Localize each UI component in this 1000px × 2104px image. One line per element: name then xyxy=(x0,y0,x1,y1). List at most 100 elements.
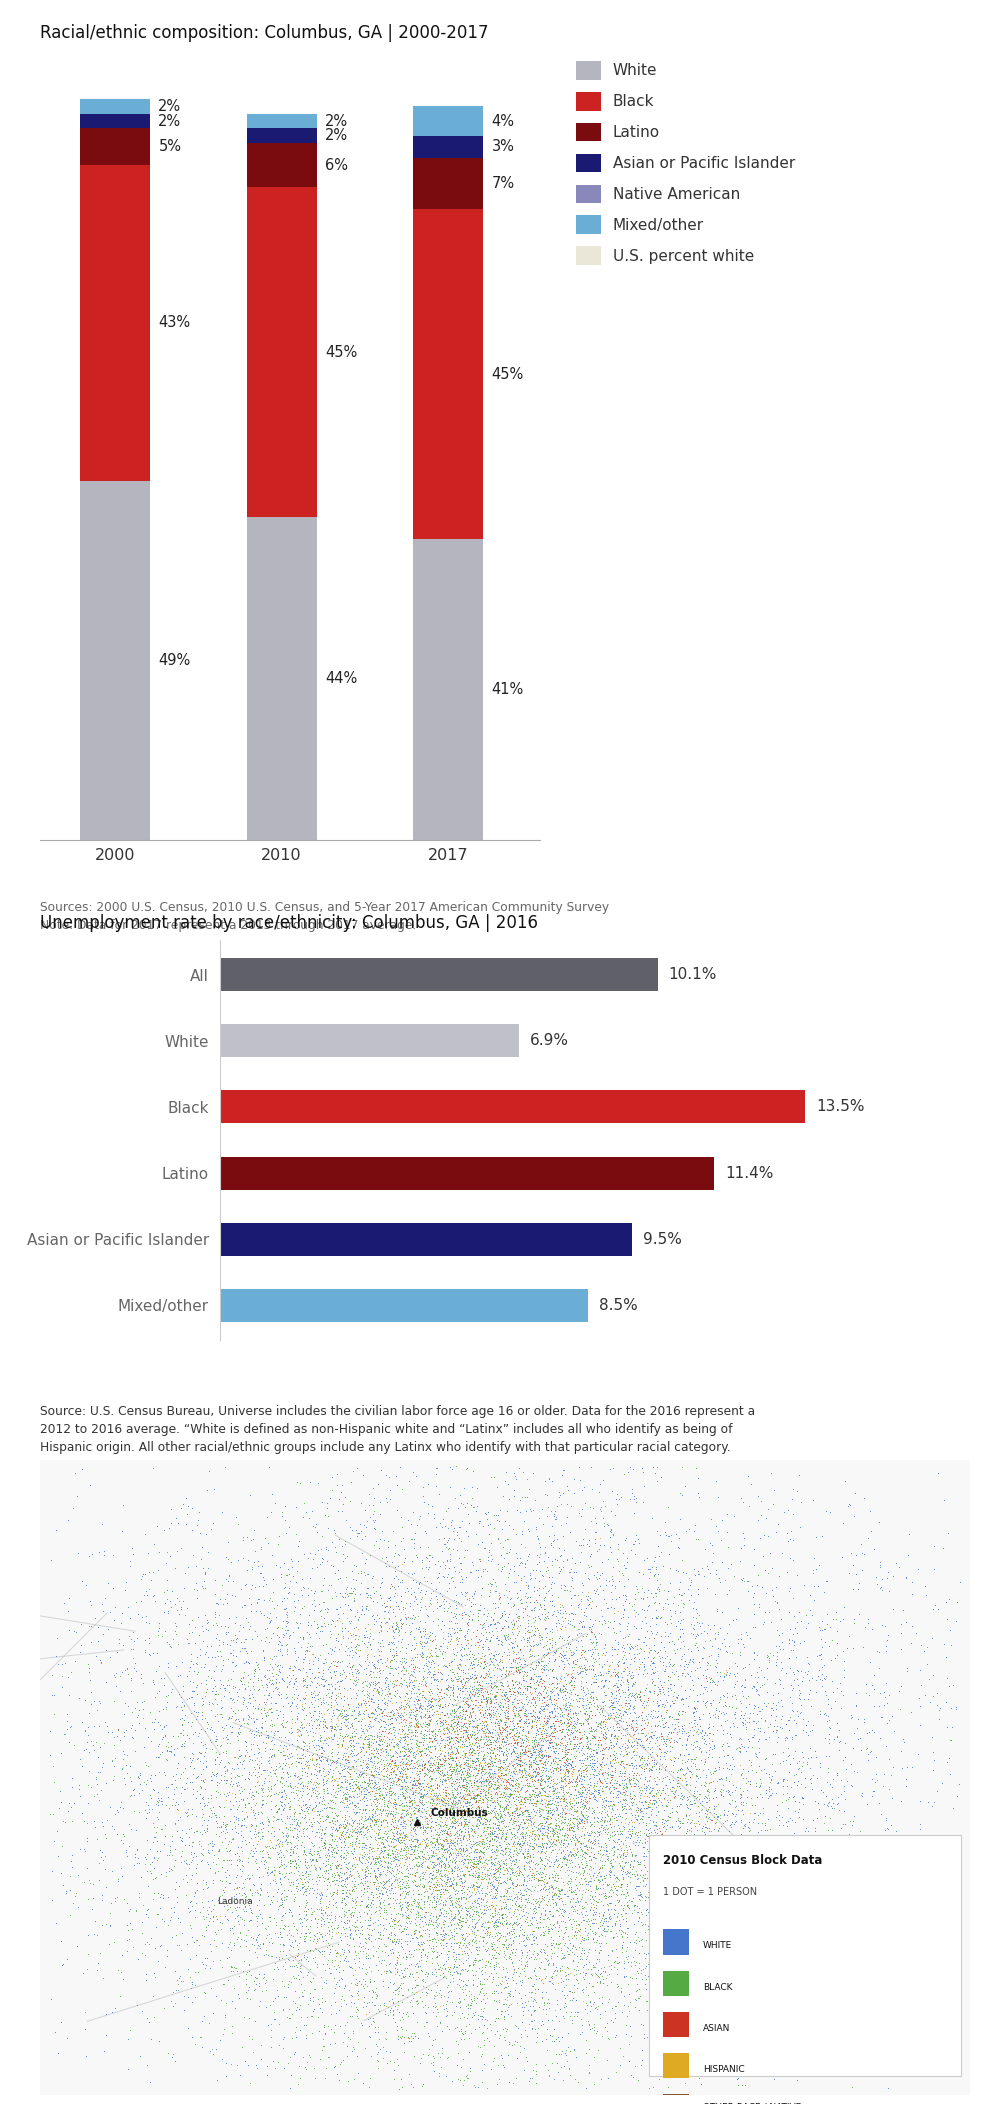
Point xyxy=(212,1662,228,1696)
Point xyxy=(737,1900,753,1934)
Point xyxy=(341,1767,357,1801)
Point xyxy=(475,1740,491,1774)
Point xyxy=(111,1622,127,1656)
Point xyxy=(651,1753,667,1786)
Point xyxy=(185,1538,201,1572)
Point xyxy=(702,1885,718,1919)
Point xyxy=(569,1896,585,1929)
Point xyxy=(427,1618,443,1652)
Point xyxy=(690,1660,706,1694)
Point xyxy=(469,1938,485,1971)
Point xyxy=(498,1847,514,1881)
Point xyxy=(249,1586,265,1620)
Point xyxy=(337,1660,353,1694)
Point xyxy=(661,1645,677,1679)
Point xyxy=(507,1822,523,1856)
Point xyxy=(146,1957,162,1990)
Point xyxy=(512,1633,528,1666)
Point xyxy=(266,1858,282,1891)
Point xyxy=(245,1664,261,1698)
Point xyxy=(607,1887,623,1921)
Point xyxy=(643,1816,659,1849)
Point xyxy=(510,1603,526,1637)
Point xyxy=(563,1559,579,1593)
Point xyxy=(727,1799,743,1833)
Point xyxy=(501,1826,517,1860)
Point xyxy=(522,1654,538,1687)
Point xyxy=(429,1780,445,1814)
Point xyxy=(399,1885,415,1919)
Point xyxy=(743,1908,759,1942)
Point xyxy=(493,1822,509,1856)
Point xyxy=(618,1900,634,1934)
Point xyxy=(611,1677,627,1711)
Point xyxy=(769,1725,785,1759)
Point xyxy=(289,1668,305,1702)
Point xyxy=(529,1835,545,1868)
Point xyxy=(514,1546,530,1580)
Point xyxy=(269,1715,285,1748)
Point xyxy=(449,1721,465,1755)
Point xyxy=(713,1837,729,1870)
Point xyxy=(408,1706,424,1740)
Point xyxy=(596,1860,612,1894)
Point xyxy=(376,1830,392,1864)
Point xyxy=(128,1894,144,1927)
Point xyxy=(659,1723,675,1757)
Point xyxy=(513,1908,529,1942)
Point xyxy=(271,1889,287,1923)
Point xyxy=(506,1690,522,1723)
Point xyxy=(477,1624,493,1658)
Point xyxy=(477,1879,493,1913)
Point xyxy=(856,1704,872,1738)
Point xyxy=(477,1849,493,1883)
Point xyxy=(724,1679,740,1713)
Point xyxy=(247,1742,263,1776)
Point xyxy=(665,1858,681,1891)
Point xyxy=(747,1788,763,1822)
Point xyxy=(641,1753,657,1786)
Point xyxy=(527,1696,543,1729)
Point xyxy=(363,2007,379,2041)
Point xyxy=(261,1774,277,1807)
Point xyxy=(670,1803,686,1837)
Point xyxy=(548,1793,564,1826)
Point xyxy=(512,1797,528,1830)
Point xyxy=(572,1885,588,1919)
Point xyxy=(371,1995,387,2028)
Point xyxy=(449,1715,465,1748)
Point xyxy=(610,1713,626,1746)
Point xyxy=(444,1736,460,1769)
Point xyxy=(624,1746,640,1780)
Point xyxy=(434,1658,450,1692)
Point xyxy=(643,1875,659,1908)
Point xyxy=(279,1826,295,1860)
Point xyxy=(438,1767,454,1801)
Point xyxy=(254,1706,270,1740)
Point xyxy=(356,1757,372,1791)
Point xyxy=(380,1708,396,1742)
Point xyxy=(306,1675,322,1708)
Point xyxy=(514,1963,530,1997)
Point xyxy=(228,1881,244,1915)
Point xyxy=(445,1784,461,1818)
Point xyxy=(679,1868,695,1902)
Point xyxy=(361,1870,377,1904)
Point xyxy=(273,1788,289,1822)
Point xyxy=(237,1738,253,1772)
Point xyxy=(522,1780,538,1814)
Point xyxy=(447,1555,463,1589)
Point xyxy=(750,1690,766,1723)
Point xyxy=(473,1786,489,1820)
Point xyxy=(154,1618,170,1652)
Point xyxy=(137,1633,153,1666)
Point xyxy=(474,1753,490,1786)
Point xyxy=(236,1803,252,1837)
Point xyxy=(534,1645,550,1679)
Point xyxy=(200,1641,216,1675)
Point xyxy=(488,1833,504,1866)
Point xyxy=(680,1995,696,2028)
Point xyxy=(167,1833,183,1866)
Point xyxy=(481,1824,497,1858)
Point xyxy=(141,1927,157,1961)
